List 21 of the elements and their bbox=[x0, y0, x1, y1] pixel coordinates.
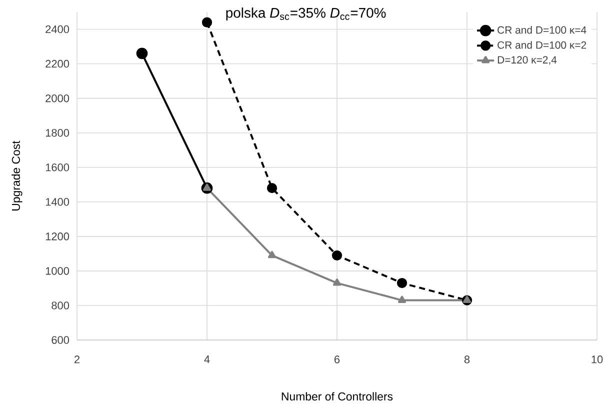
x-tick-label: 4 bbox=[204, 356, 210, 364]
y-axis-title: Upgrade Cost bbox=[12, 140, 22, 210]
legend-label: CR and D=100 κ=2 bbox=[498, 41, 586, 49]
y-tick-label: 2000 bbox=[46, 94, 70, 102]
y-tick-label: 1000 bbox=[46, 267, 70, 275]
y-tick-label: 1800 bbox=[46, 128, 70, 137]
legend-label: D=120 κ=2,4 bbox=[498, 56, 557, 65]
y-tick-label: 800 bbox=[52, 302, 70, 310]
x-tick-label: 6 bbox=[334, 356, 340, 364]
x-axis-title: Number of Controllers bbox=[282, 392, 393, 401]
y-tick-label: 1400 bbox=[46, 198, 70, 206]
y-tick-label: 600 bbox=[52, 336, 70, 344]
y-tick-label: 2200 bbox=[46, 60, 70, 68]
x-tick-label: 2 bbox=[74, 356, 80, 364]
y-tick-label: 1600 bbox=[46, 164, 70, 172]
legend-label: CR and D=100 κ=4 bbox=[498, 26, 586, 34]
y-tick-label: 2400 bbox=[46, 25, 70, 34]
y-tick-label: 1200 bbox=[46, 232, 70, 240]
chart-title: polska D$_{sc}$=35% D$_{cc}$=70% bbox=[226, 8, 386, 21]
x-tick-label: 10 bbox=[592, 356, 603, 364]
x-tick-label: 8 bbox=[464, 356, 470, 364]
